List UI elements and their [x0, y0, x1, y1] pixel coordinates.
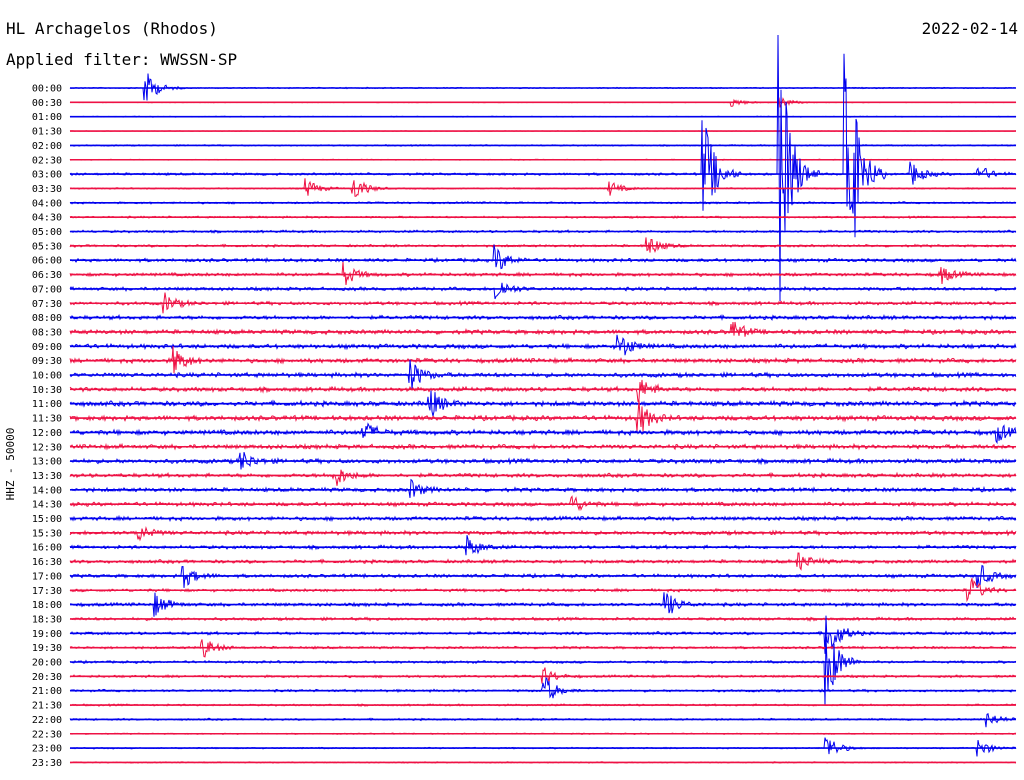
row-time-label: 00:00 [32, 84, 62, 95]
row-time-label: 15:00 [32, 514, 62, 525]
row-time-label: 17:30 [32, 586, 62, 597]
row-time-label: 04:30 [32, 213, 62, 224]
trace-row-2030 [69, 667, 1017, 684]
row-time-label: 20:00 [32, 658, 62, 669]
row-time-label: 12:00 [32, 428, 62, 439]
row-time-label: 20:30 [32, 672, 62, 683]
trace-row-0700 [69, 282, 1017, 300]
row-time-label: 23:00 [32, 744, 62, 755]
row-time-label: 07:00 [32, 284, 62, 295]
row-time-label: 10:30 [32, 385, 62, 396]
row-time-label: 09:30 [32, 356, 62, 367]
trace-row-1600 [69, 535, 1017, 556]
trace-row-2100 [69, 676, 1017, 699]
row-time-label: 15:30 [32, 528, 62, 539]
row-time-label: 22:30 [32, 729, 62, 740]
filter-label: Applied filter: WWSSN-SP [6, 50, 238, 69]
trace-row-1400 [69, 478, 1017, 498]
trace-row-2300 [69, 737, 1017, 757]
row-time-label: 07:30 [32, 299, 62, 310]
row-time-label: 14:00 [32, 485, 62, 496]
row-time-label: 11:30 [32, 414, 62, 425]
row-time-label: 14:30 [32, 500, 62, 511]
trace-row-1430 [69, 495, 1017, 512]
trace-row-0830 [69, 321, 1017, 337]
row-time-label: 17:00 [32, 571, 62, 582]
row-time-label: 18:30 [32, 614, 62, 625]
row-time-label: 03:30 [32, 184, 62, 195]
trace-row-1300 [69, 451, 1017, 470]
station-title: HL Archagelos (Rhodos) [6, 19, 218, 38]
trace-row-2200 [69, 713, 1017, 728]
row-time-label: 00:30 [32, 98, 62, 109]
row-time-label: 21:30 [32, 701, 62, 712]
row-time-label: 08:00 [32, 313, 62, 324]
trace-row-1530 [69, 525, 1017, 542]
trace-row-0600 [69, 244, 1017, 270]
row-time-label: 22:00 [32, 715, 62, 726]
trace-row-0930 [69, 346, 1017, 374]
row-time-label: 01:30 [32, 127, 62, 138]
row-time-label: 02:00 [32, 141, 62, 152]
trace-row-0630 [69, 261, 1017, 286]
row-time-label: 23:30 [32, 758, 62, 769]
row-time-label: 13:00 [32, 457, 62, 468]
row-time-label: 19:00 [32, 629, 62, 640]
row-time-label: 09:00 [32, 342, 62, 353]
trace-row-1730 [69, 578, 1017, 603]
row-time-label: 04:00 [32, 198, 62, 209]
trace-row-0000 [69, 73, 1017, 101]
row-time-label: 08:30 [32, 327, 62, 338]
row-time-label: 16:30 [32, 557, 62, 568]
trace-row-1330 [69, 469, 1017, 486]
trace-row-1130 [69, 400, 1017, 432]
row-time-label: 10:00 [32, 371, 62, 382]
trace-row-0900 [69, 334, 1017, 356]
trace-row-1030 [69, 379, 1017, 402]
row-time-label: 18:00 [32, 600, 62, 611]
trace-row-1700 [69, 564, 1017, 589]
trace-row-0530 [69, 237, 1017, 253]
row-time-label: 06:00 [32, 256, 62, 267]
date-label: 2022-02-14 [921, 19, 1018, 38]
row-time-label: 11:00 [32, 399, 62, 410]
row-time-label: 21:00 [32, 686, 62, 697]
row-time-label: 16:00 [32, 543, 62, 554]
row-time-label: 01:00 [32, 112, 62, 123]
row-time-label: 12:30 [32, 442, 62, 453]
trace-row-0300 [69, 34, 1017, 302]
row-time-label: 19:30 [32, 643, 62, 654]
row-time-label: 05:00 [32, 227, 62, 238]
row-time-label: 06:30 [32, 270, 62, 281]
row-time-label: 03:00 [32, 170, 62, 181]
trace-row-1200 [69, 422, 1017, 445]
row-time-label: 05:30 [32, 241, 62, 252]
row-time-label: 02:30 [32, 155, 62, 166]
row-time-label: 13:30 [32, 471, 62, 482]
